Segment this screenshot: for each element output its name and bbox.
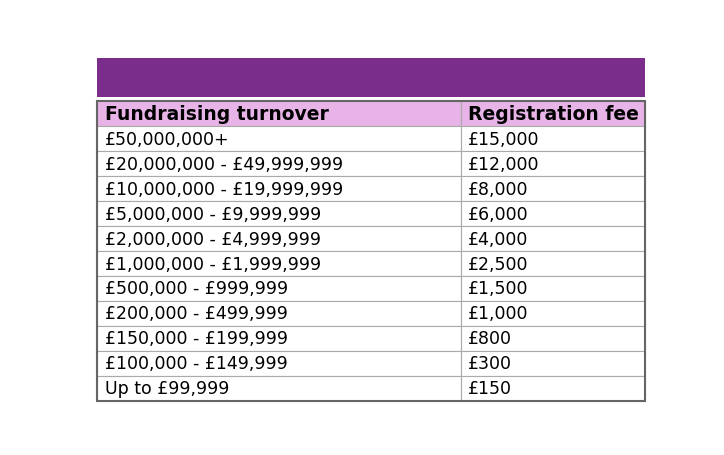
Bar bbox=[97, 376, 461, 401]
Bar bbox=[97, 202, 461, 227]
Bar bbox=[97, 152, 461, 177]
Bar bbox=[461, 127, 645, 152]
Text: £8,000: £8,000 bbox=[468, 180, 529, 198]
Bar bbox=[461, 276, 645, 301]
Bar bbox=[97, 301, 461, 326]
Text: £1,000,000 - £1,999,999: £1,000,000 - £1,999,999 bbox=[104, 255, 321, 273]
Text: £150: £150 bbox=[468, 379, 512, 397]
Bar bbox=[97, 102, 645, 401]
Text: £200,000 - £499,999: £200,000 - £499,999 bbox=[104, 305, 287, 323]
Text: £500,000 - £999,999: £500,000 - £999,999 bbox=[104, 280, 287, 298]
Text: £15,000: £15,000 bbox=[468, 131, 539, 148]
Text: £5,000,000 - £9,999,999: £5,000,000 - £9,999,999 bbox=[104, 205, 321, 223]
Bar bbox=[97, 276, 461, 301]
Text: £4,000: £4,000 bbox=[468, 230, 529, 248]
Text: £800: £800 bbox=[468, 329, 512, 348]
Text: Registration fee: Registration fee bbox=[468, 105, 639, 124]
Bar bbox=[461, 102, 645, 127]
Bar bbox=[461, 202, 645, 227]
Text: £10,000,000 - £19,999,999: £10,000,000 - £19,999,999 bbox=[104, 180, 342, 198]
Text: £1,000: £1,000 bbox=[468, 305, 529, 323]
Text: £50,000,000+: £50,000,000+ bbox=[104, 131, 230, 148]
Bar bbox=[97, 177, 461, 202]
Text: £12,000: £12,000 bbox=[468, 156, 539, 173]
Bar bbox=[97, 127, 461, 152]
Text: £2,000,000 - £4,999,999: £2,000,000 - £4,999,999 bbox=[104, 230, 321, 248]
Bar bbox=[461, 326, 645, 351]
Bar bbox=[97, 102, 461, 127]
Text: Up to £99,999: Up to £99,999 bbox=[104, 379, 229, 397]
Text: £20,000,000 - £49,999,999: £20,000,000 - £49,999,999 bbox=[104, 156, 342, 173]
Text: £1,500: £1,500 bbox=[468, 280, 529, 298]
Text: £2,500: £2,500 bbox=[468, 255, 529, 273]
Bar bbox=[97, 326, 461, 351]
Bar bbox=[461, 252, 645, 276]
Text: £6,000: £6,000 bbox=[468, 205, 529, 223]
Bar bbox=[97, 98, 645, 102]
Bar bbox=[461, 376, 645, 401]
Text: £300: £300 bbox=[468, 354, 512, 372]
Bar bbox=[97, 59, 645, 98]
Bar bbox=[461, 227, 645, 252]
Text: £150,000 - £199,999: £150,000 - £199,999 bbox=[104, 329, 287, 348]
Bar bbox=[461, 351, 645, 376]
Bar bbox=[461, 301, 645, 326]
Text: Fundraising turnover: Fundraising turnover bbox=[104, 105, 329, 124]
Bar bbox=[97, 227, 461, 252]
Bar bbox=[97, 351, 461, 376]
Bar bbox=[461, 152, 645, 177]
Bar bbox=[461, 177, 645, 202]
Text: £100,000 - £149,999: £100,000 - £149,999 bbox=[104, 354, 287, 372]
Bar bbox=[97, 252, 461, 276]
